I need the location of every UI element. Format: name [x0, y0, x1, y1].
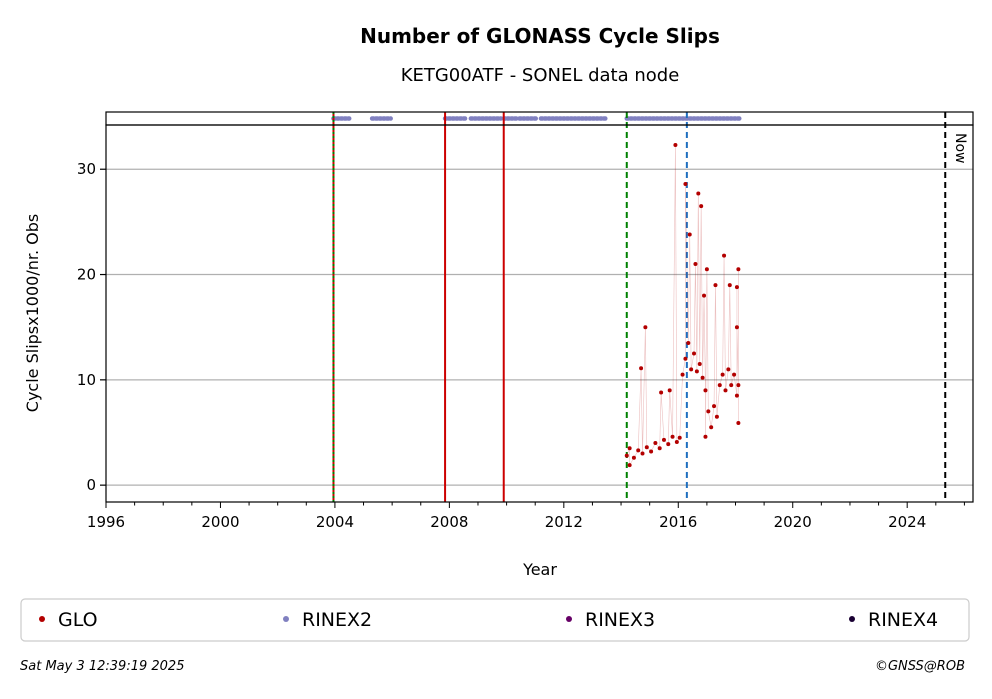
glo-point-46 [704, 267, 709, 272]
glo-point-52 [734, 325, 739, 330]
glo-point-29 [723, 388, 728, 393]
x-tick-label-2012: 2012 [545, 513, 583, 531]
x-tick-label-2024: 2024 [888, 513, 926, 531]
glo-point-13 [677, 435, 682, 440]
glo-point-47 [713, 283, 718, 288]
glo-point-8 [657, 446, 662, 451]
glo-point-14 [680, 372, 685, 377]
glo-point-26 [714, 414, 719, 419]
now-label: Now [952, 133, 968, 164]
glo-point-11 [670, 434, 675, 439]
glo-point-44 [693, 262, 698, 267]
plot-frame [105, 124, 974, 503]
glo-point-23 [706, 409, 711, 414]
glo-point-3 [636, 448, 641, 453]
glo-point-33 [734, 393, 739, 398]
glo-series-line [626, 145, 739, 467]
glo-point-39 [673, 143, 678, 148]
x-tick-label-2016: 2016 [659, 513, 697, 531]
glo-series-points [624, 143, 741, 468]
event-lines: Now [332, 112, 968, 502]
glo-point-1 [627, 446, 632, 451]
glo-point-49 [727, 283, 732, 288]
glo-point-34 [736, 383, 741, 388]
glo-point-41 [687, 232, 692, 237]
glo-point-16 [686, 340, 691, 345]
glo-point-25 [712, 404, 717, 409]
legend-marker-rinex3 [566, 616, 572, 622]
timestamp-footer: Sat May 3 12:39:19 2025 [20, 659, 185, 674]
glo-point-6 [649, 449, 654, 454]
x-tick-label-1996: 1996 [87, 513, 125, 531]
x-axis-label: Year [522, 560, 557, 579]
glo-point-15 [683, 356, 688, 361]
y-tick-label-10: 10 [77, 371, 96, 389]
credit-footer: ©GNSS@ROB [874, 659, 965, 674]
y-tick-label-20: 20 [77, 266, 96, 284]
glo-point-45 [702, 293, 707, 298]
y-tick-label-30: 30 [77, 160, 96, 178]
glo-point-37 [659, 390, 664, 395]
legend-label-rinex4: RINEX4 [868, 609, 938, 631]
y-tick-label-0: 0 [86, 476, 96, 494]
x-tick-label-2020: 2020 [774, 513, 812, 531]
glo-point-53 [627, 463, 632, 468]
chart-title: Number of GLONASS Cycle Slips [360, 24, 720, 48]
grid-lines [106, 168, 973, 486]
glo-point-42 [696, 191, 701, 196]
glo-point-9 [661, 437, 666, 442]
x-tick-label-2008: 2008 [430, 513, 468, 531]
glo-point-40 [683, 181, 688, 186]
glo-point-7 [653, 441, 658, 446]
glo-point-19 [694, 369, 699, 374]
glo-point-22 [703, 388, 708, 393]
glo-point-51 [736, 267, 741, 272]
glo-connector-line [626, 145, 739, 467]
glo-point-32 [732, 372, 737, 377]
chart-subtitle: KETG00ATF - SONEL data node [401, 65, 680, 86]
glo-point-27 [717, 383, 722, 388]
glo-point-50 [734, 285, 739, 290]
glo-point-48 [722, 253, 727, 258]
x-tick-label-2000: 2000 [201, 513, 239, 531]
glo-point-30 [726, 367, 731, 372]
legend-marker-glo [39, 616, 45, 622]
legend-label-rinex3: RINEX3 [585, 609, 655, 631]
legend-marker-rinex2 [283, 616, 289, 622]
glo-point-54 [703, 434, 708, 439]
x-tick-label-2004: 2004 [316, 513, 354, 531]
glo-point-4 [640, 451, 645, 456]
y-axis-ticks: 0 10 20 30 [77, 160, 106, 494]
glo-point-2 [631, 455, 636, 460]
glo-point-21 [700, 375, 705, 380]
legend-label-rinex2: RINEX2 [302, 609, 372, 631]
glo-point-31 [729, 383, 734, 388]
glo-point-12 [674, 439, 679, 444]
glo-point-17 [689, 367, 694, 372]
glo-point-10 [666, 442, 671, 447]
legend-label-glo: GLO [58, 609, 98, 631]
glo-point-28 [720, 372, 725, 377]
legend: GLO RINEX2 RINEX3 RINEX4 [39, 609, 938, 631]
glo-point-5 [644, 445, 649, 450]
glo-point-36 [643, 325, 648, 330]
glo-point-55 [736, 421, 741, 426]
y-axis-label: Cycle Slipsx1000/nr. Obs [23, 214, 42, 412]
glo-point-24 [709, 425, 714, 430]
legend-marker-rinex4 [849, 616, 855, 622]
glo-point-38 [667, 388, 672, 393]
legend-box [20, 598, 970, 642]
glo-point-18 [692, 351, 697, 356]
glo-point-20 [697, 362, 702, 367]
x-axis-ticks: 1996 2000 2004 2008 2012 2016 2020 2024 [87, 502, 965, 531]
glo-point-43 [699, 204, 704, 209]
glo-point-0 [624, 453, 629, 458]
glo-point-35 [639, 366, 644, 371]
